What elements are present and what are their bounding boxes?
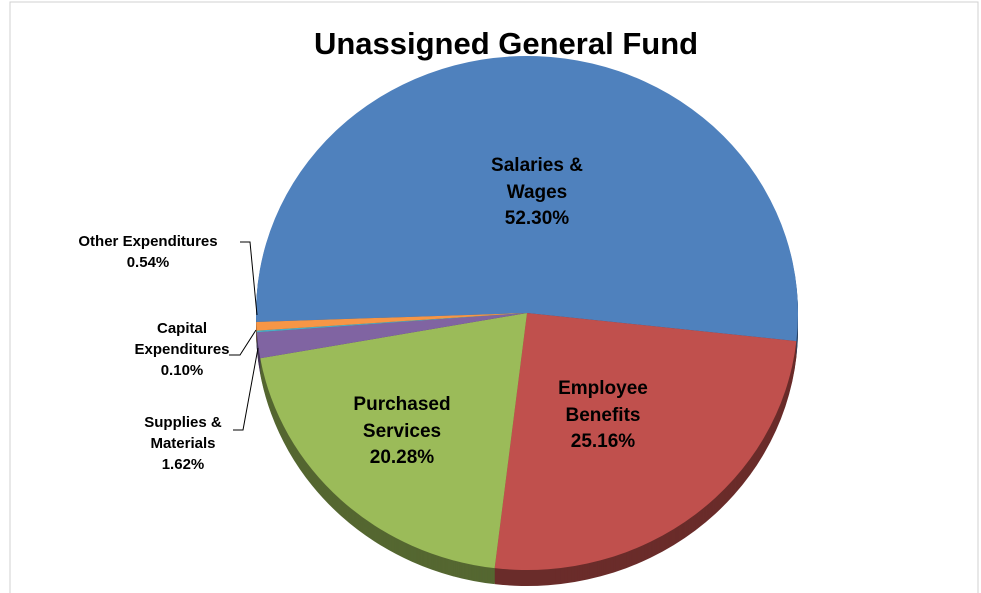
data-label-value: 25.16%	[570, 431, 636, 453]
data-label: Supplies & Materials 1.62%	[128, 412, 238, 475]
data-label-value: 52.30%	[504, 208, 570, 230]
data-label-value: 0.10%	[160, 362, 204, 379]
data-label-value: 0.54%	[126, 254, 170, 271]
data-label: Salaries & Wages 52.30%	[462, 153, 612, 233]
data-label-value: 20.28%	[369, 447, 435, 469]
slice	[256, 313, 527, 331]
leader-line	[233, 347, 259, 431]
slice	[256, 313, 527, 359]
data-label-value: 1.62%	[161, 456, 205, 473]
leader-line	[240, 241, 258, 316]
data-label-name: Purchased Services	[353, 394, 451, 442]
data-label-name: Salaries & Wages	[491, 155, 583, 203]
data-label-name: Supplies & Materials	[144, 414, 222, 452]
chart-frame	[9, 1, 979, 593]
slice	[256, 55, 799, 342]
data-label: Capital Expenditures 0.10%	[122, 318, 242, 381]
data-label: Other Expenditures 0.54%	[48, 231, 248, 273]
data-label: Purchased Services 20.28%	[327, 392, 477, 472]
data-label-name: Other Expenditures	[78, 233, 218, 250]
pie	[256, 55, 799, 586]
leader-line	[229, 329, 257, 356]
slice	[260, 313, 527, 569]
data-label-name: Capital Expenditures	[134, 320, 230, 358]
slice	[256, 313, 527, 333]
data-label-name: Employee Benefits	[558, 378, 648, 426]
chart-title: Unassigned General Fund	[313, 26, 699, 61]
slice	[494, 313, 797, 570]
data-label: Employee Benefits 25.16%	[528, 376, 678, 456]
